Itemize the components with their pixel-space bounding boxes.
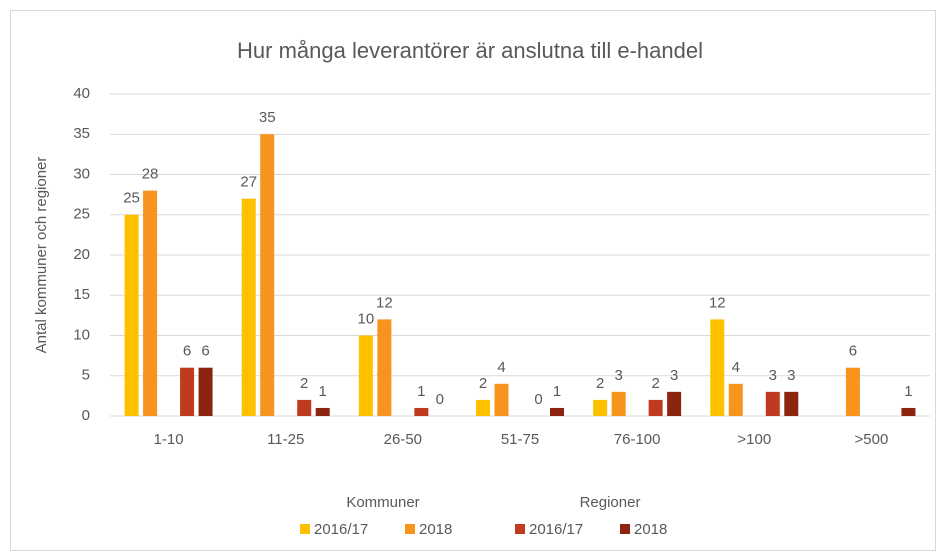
- x-tick-label: 11-25: [267, 431, 304, 448]
- legend-label: 2018: [634, 521, 667, 538]
- data-label: 1: [319, 383, 327, 400]
- x-tick-label: 76-100: [614, 431, 661, 448]
- chart-title: Hur många leverantörer är anslutna till …: [237, 38, 703, 63]
- bar: [845, 367, 860, 416]
- data-label: 2: [300, 375, 308, 392]
- x-tick-label: >100: [737, 431, 771, 448]
- data-label: 3: [769, 367, 777, 384]
- y-tick-label: 10: [73, 326, 90, 343]
- bar: [710, 319, 725, 416]
- data-label: 1: [417, 383, 425, 400]
- data-label: 4: [732, 359, 740, 376]
- y-tick-label: 25: [73, 206, 90, 223]
- data-label: 6: [849, 343, 857, 360]
- bar: [550, 407, 564, 416]
- data-label: 1: [553, 383, 561, 400]
- bar: [241, 198, 256, 416]
- bar: [124, 214, 139, 416]
- data-label: 6: [201, 343, 209, 360]
- data-label: 35: [259, 109, 276, 126]
- bar: [784, 391, 799, 416]
- bar: [494, 383, 509, 416]
- y-tick-label: 0: [82, 407, 90, 424]
- bar: [180, 367, 195, 416]
- legend-group-title: Regioner: [580, 494, 641, 511]
- y-tick-label: 35: [73, 125, 90, 142]
- bar: [297, 399, 312, 416]
- data-label: 3: [614, 367, 622, 384]
- bar: [315, 407, 330, 416]
- data-label: 2: [479, 375, 487, 392]
- data-label: 2: [651, 375, 659, 392]
- legend-label: 2016/17: [314, 521, 368, 538]
- bar: [648, 399, 663, 416]
- data-label: 3: [787, 367, 795, 384]
- legend-label: 2018: [419, 521, 452, 538]
- legend-swatch: [620, 524, 630, 534]
- legend-swatch: [515, 524, 525, 534]
- data-label: 25: [123, 190, 140, 207]
- data-label: 12: [709, 294, 726, 311]
- legend-swatch: [405, 524, 415, 534]
- bar: [765, 391, 780, 416]
- bar: [728, 383, 743, 416]
- x-tick-label: 1-10: [154, 431, 184, 448]
- bar: [667, 391, 682, 416]
- data-label: 4: [497, 359, 505, 376]
- bar: [476, 399, 490, 416]
- data-label: 0: [436, 391, 444, 408]
- data-label: 27: [240, 174, 257, 191]
- y-tick-label: 20: [73, 246, 90, 263]
- legend-swatch: [300, 524, 310, 534]
- data-label: 1: [904, 383, 912, 400]
- bar: [593, 399, 608, 416]
- bar: [198, 367, 213, 416]
- data-label: 2: [596, 375, 604, 392]
- y-tick-label: 5: [82, 367, 90, 384]
- bar: [377, 319, 392, 416]
- bar: [414, 407, 429, 416]
- y-axis-label: Antal kommuner och regioner: [33, 157, 50, 354]
- data-label: 12: [376, 294, 393, 311]
- y-tick-label: 40: [73, 85, 90, 102]
- bar: [611, 391, 626, 416]
- chart-border: [10, 10, 936, 551]
- y-tick-label: 15: [73, 286, 90, 303]
- data-label: 0: [534, 391, 542, 408]
- data-label: 6: [183, 343, 191, 360]
- x-tick-label: >500: [855, 431, 889, 448]
- x-tick-label: 26-50: [384, 431, 422, 448]
- data-label: 3: [670, 367, 678, 384]
- y-tick-label: 30: [73, 165, 90, 182]
- bar: [260, 134, 275, 416]
- x-tick-label: 51-75: [501, 431, 539, 448]
- data-label: 10: [358, 310, 375, 327]
- bar: [143, 190, 158, 416]
- bar: [901, 407, 916, 416]
- data-label: 28: [142, 166, 159, 183]
- legend-group-title: Kommuner: [346, 494, 419, 511]
- legend-label: 2016/17: [529, 521, 583, 538]
- bar: [358, 335, 373, 416]
